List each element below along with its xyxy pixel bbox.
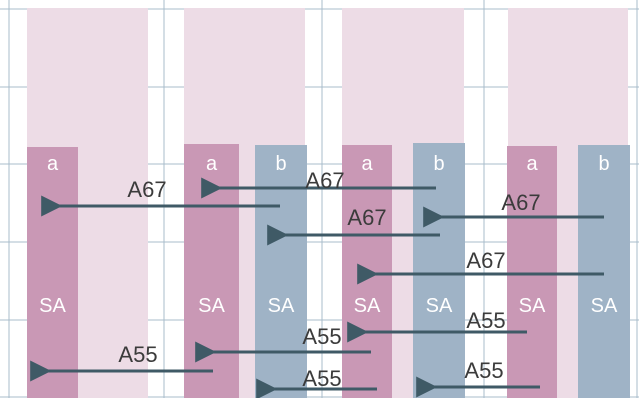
- arrow-label: A55: [302, 324, 341, 349]
- arrow-label: A55: [466, 308, 505, 333]
- bar-2a: [184, 144, 239, 398]
- bar-top-label: b: [598, 153, 609, 175]
- bar-bottom-label: SA: [268, 295, 295, 317]
- bar-2b: [255, 145, 307, 398]
- bar-top-label: a: [47, 153, 59, 175]
- bar-top-label: a: [206, 153, 218, 175]
- arrow-label: A55: [118, 342, 157, 367]
- bar-bottom-label: SA: [39, 295, 66, 317]
- bar-1a: [27, 147, 78, 398]
- bar-bottom-label: SA: [591, 295, 618, 317]
- arrow-label: A67: [466, 248, 505, 273]
- bar-4a: [507, 146, 557, 398]
- bar-top-label: a: [526, 153, 538, 175]
- bar-bottom-label: SA: [519, 295, 546, 317]
- bar-4b: [578, 145, 630, 398]
- bar-top-label: b: [275, 153, 286, 175]
- bar-top-label: b: [433, 153, 444, 175]
- arrow-label: A55: [302, 366, 341, 391]
- bar-bottom-label: SA: [198, 295, 225, 317]
- bar-bottom-label: SA: [426, 295, 453, 317]
- bar-bottom-label: SA: [354, 295, 381, 317]
- arrow-label: A67: [305, 168, 344, 193]
- arrow-label: A67: [347, 205, 386, 230]
- bar-3b: [413, 143, 465, 398]
- arrow-label: A55: [464, 358, 503, 383]
- arrow-label: A67: [501, 190, 540, 215]
- arrow-label: A67: [127, 177, 166, 202]
- bar-3a: [342, 145, 392, 398]
- bar-top-label: a: [361, 153, 373, 175]
